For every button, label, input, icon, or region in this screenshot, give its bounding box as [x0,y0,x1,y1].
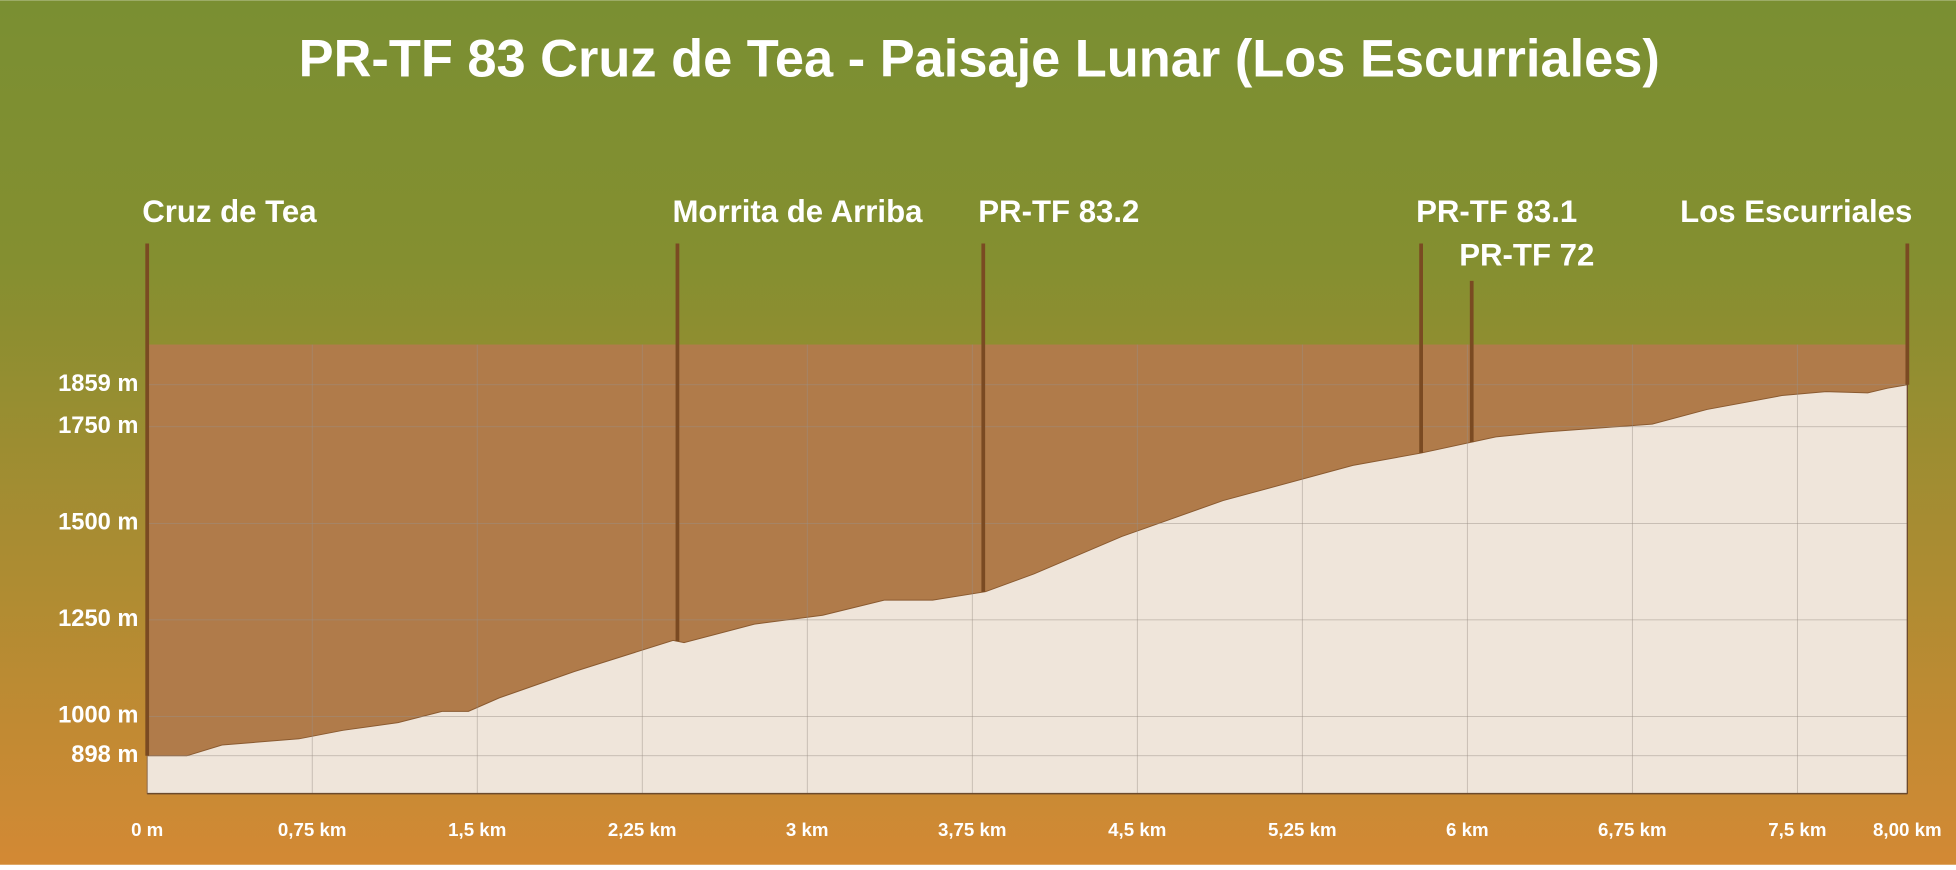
waypoint-label: Cruz de Tea [142,194,317,229]
y-tick-label: 1500 m [58,510,138,536]
x-tick-label: 0,75 km [278,819,347,840]
x-tick-label: 4,5 km [1108,819,1166,840]
y-tick-label: 1750 m [58,413,138,439]
x-tick-label: 5,25 km [1268,819,1337,840]
x-tick-label: 1,5 km [448,819,506,840]
waypoint-label: PR-TF 83.1 [1416,194,1577,229]
chart-title: PR-TF 83 Cruz de Tea - Paisaje Lunar (Lo… [299,30,1660,88]
y-tick-label: 1000 m [58,703,138,729]
waypoint-label: Los Escurriales [1680,194,1912,229]
waypoint-label: Morrita de Arriba [672,194,923,229]
x-tick-label: 3,75 km [938,819,1007,840]
x-tick-label: 0 m [131,819,163,840]
y-tick-label: 1859 m [58,371,138,397]
x-tick-label: 6 km [1446,819,1489,840]
x-tick-label: 2,25 km [608,819,677,840]
x-tick-label: 6,75 km [1598,819,1667,840]
waypoint-label: PR-TF 72 [1459,237,1594,272]
waypoint-label: PR-TF 83.2 [978,194,1139,229]
y-tick-label: 1250 m [58,606,138,632]
x-tick-label: 8,00 km [1873,819,1942,840]
y-tick-label: 898 m [71,742,138,768]
x-tick-label: 3 km [786,819,829,840]
x-tick-label: 7,5 km [1768,819,1826,840]
